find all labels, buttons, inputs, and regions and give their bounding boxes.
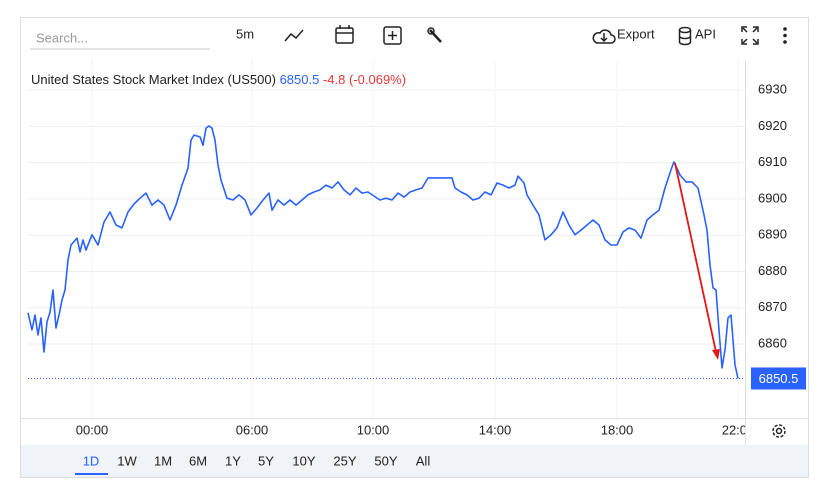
y-tick-label: 6870: [758, 299, 787, 314]
chart-type-icon[interactable]: [284, 29, 304, 42]
y-tick-label: 6920: [758, 118, 787, 133]
range-button[interactable]: All: [416, 453, 431, 468]
last-price-box: [751, 367, 806, 390]
x-tick-label: 10:00: [357, 422, 390, 437]
x-tick-label: 14:00: [479, 422, 512, 437]
y-tick-label: 6910: [758, 154, 787, 169]
interval-button[interactable]: 5m: [236, 26, 254, 41]
range-bar: [21, 445, 808, 477]
last-price-label: 6850.5: [759, 371, 799, 386]
change: -4.8 (-0.069%): [323, 72, 406, 87]
range-button[interactable]: 5Y: [258, 453, 274, 468]
api-button[interactable]: API: [695, 26, 716, 41]
chart-title: United States Stock Market Index (US500)…: [31, 72, 406, 87]
range-button[interactable]: 1D: [83, 453, 100, 468]
y-tick-label: 6890: [758, 227, 787, 242]
range-button[interactable]: 1Y: [225, 453, 241, 468]
y-tick-label: 6930: [758, 82, 787, 97]
range-button[interactable]: 1M: [154, 453, 172, 468]
y-tick-label: 6880: [758, 263, 787, 278]
tools-icon[interactable]: [427, 27, 442, 43]
settings-icon[interactable]: [772, 424, 786, 438]
annotation-arrow: [674, 162, 717, 353]
frame: [20, 17, 809, 478]
range-button[interactable]: 25Y: [333, 453, 356, 468]
x-tick-label: 06:00: [236, 422, 269, 437]
range-button[interactable]: 6M: [189, 453, 207, 468]
price-line: [27, 125, 739, 379]
range-selected-underline: [75, 473, 108, 475]
calendar-icon[interactable]: [335, 25, 354, 44]
api-icon[interactable]: [678, 26, 692, 46]
annotation-arrowhead: [712, 349, 720, 360]
compare-icon[interactable]: [383, 26, 402, 45]
x-tick-label: 18:00: [601, 422, 634, 437]
y-tick-label: 6900: [758, 190, 787, 205]
fullscreen-icon[interactable]: [741, 26, 759, 45]
x-tick-label: 00:00: [76, 422, 109, 437]
range-button[interactable]: 10Y: [292, 453, 315, 468]
range-button[interactable]: 50Y: [374, 453, 397, 468]
search-input[interactable]: Search...: [36, 30, 88, 45]
y-tick-label: 6860: [758, 335, 787, 350]
export-button[interactable]: Export: [617, 26, 655, 41]
title: United States Stock Market Index (US500): [31, 72, 276, 87]
price: 6850.5: [280, 72, 320, 87]
export-icon[interactable]: [592, 29, 616, 44]
menu-icon[interactable]: [783, 27, 787, 44]
range-button[interactable]: 1W: [117, 453, 137, 468]
